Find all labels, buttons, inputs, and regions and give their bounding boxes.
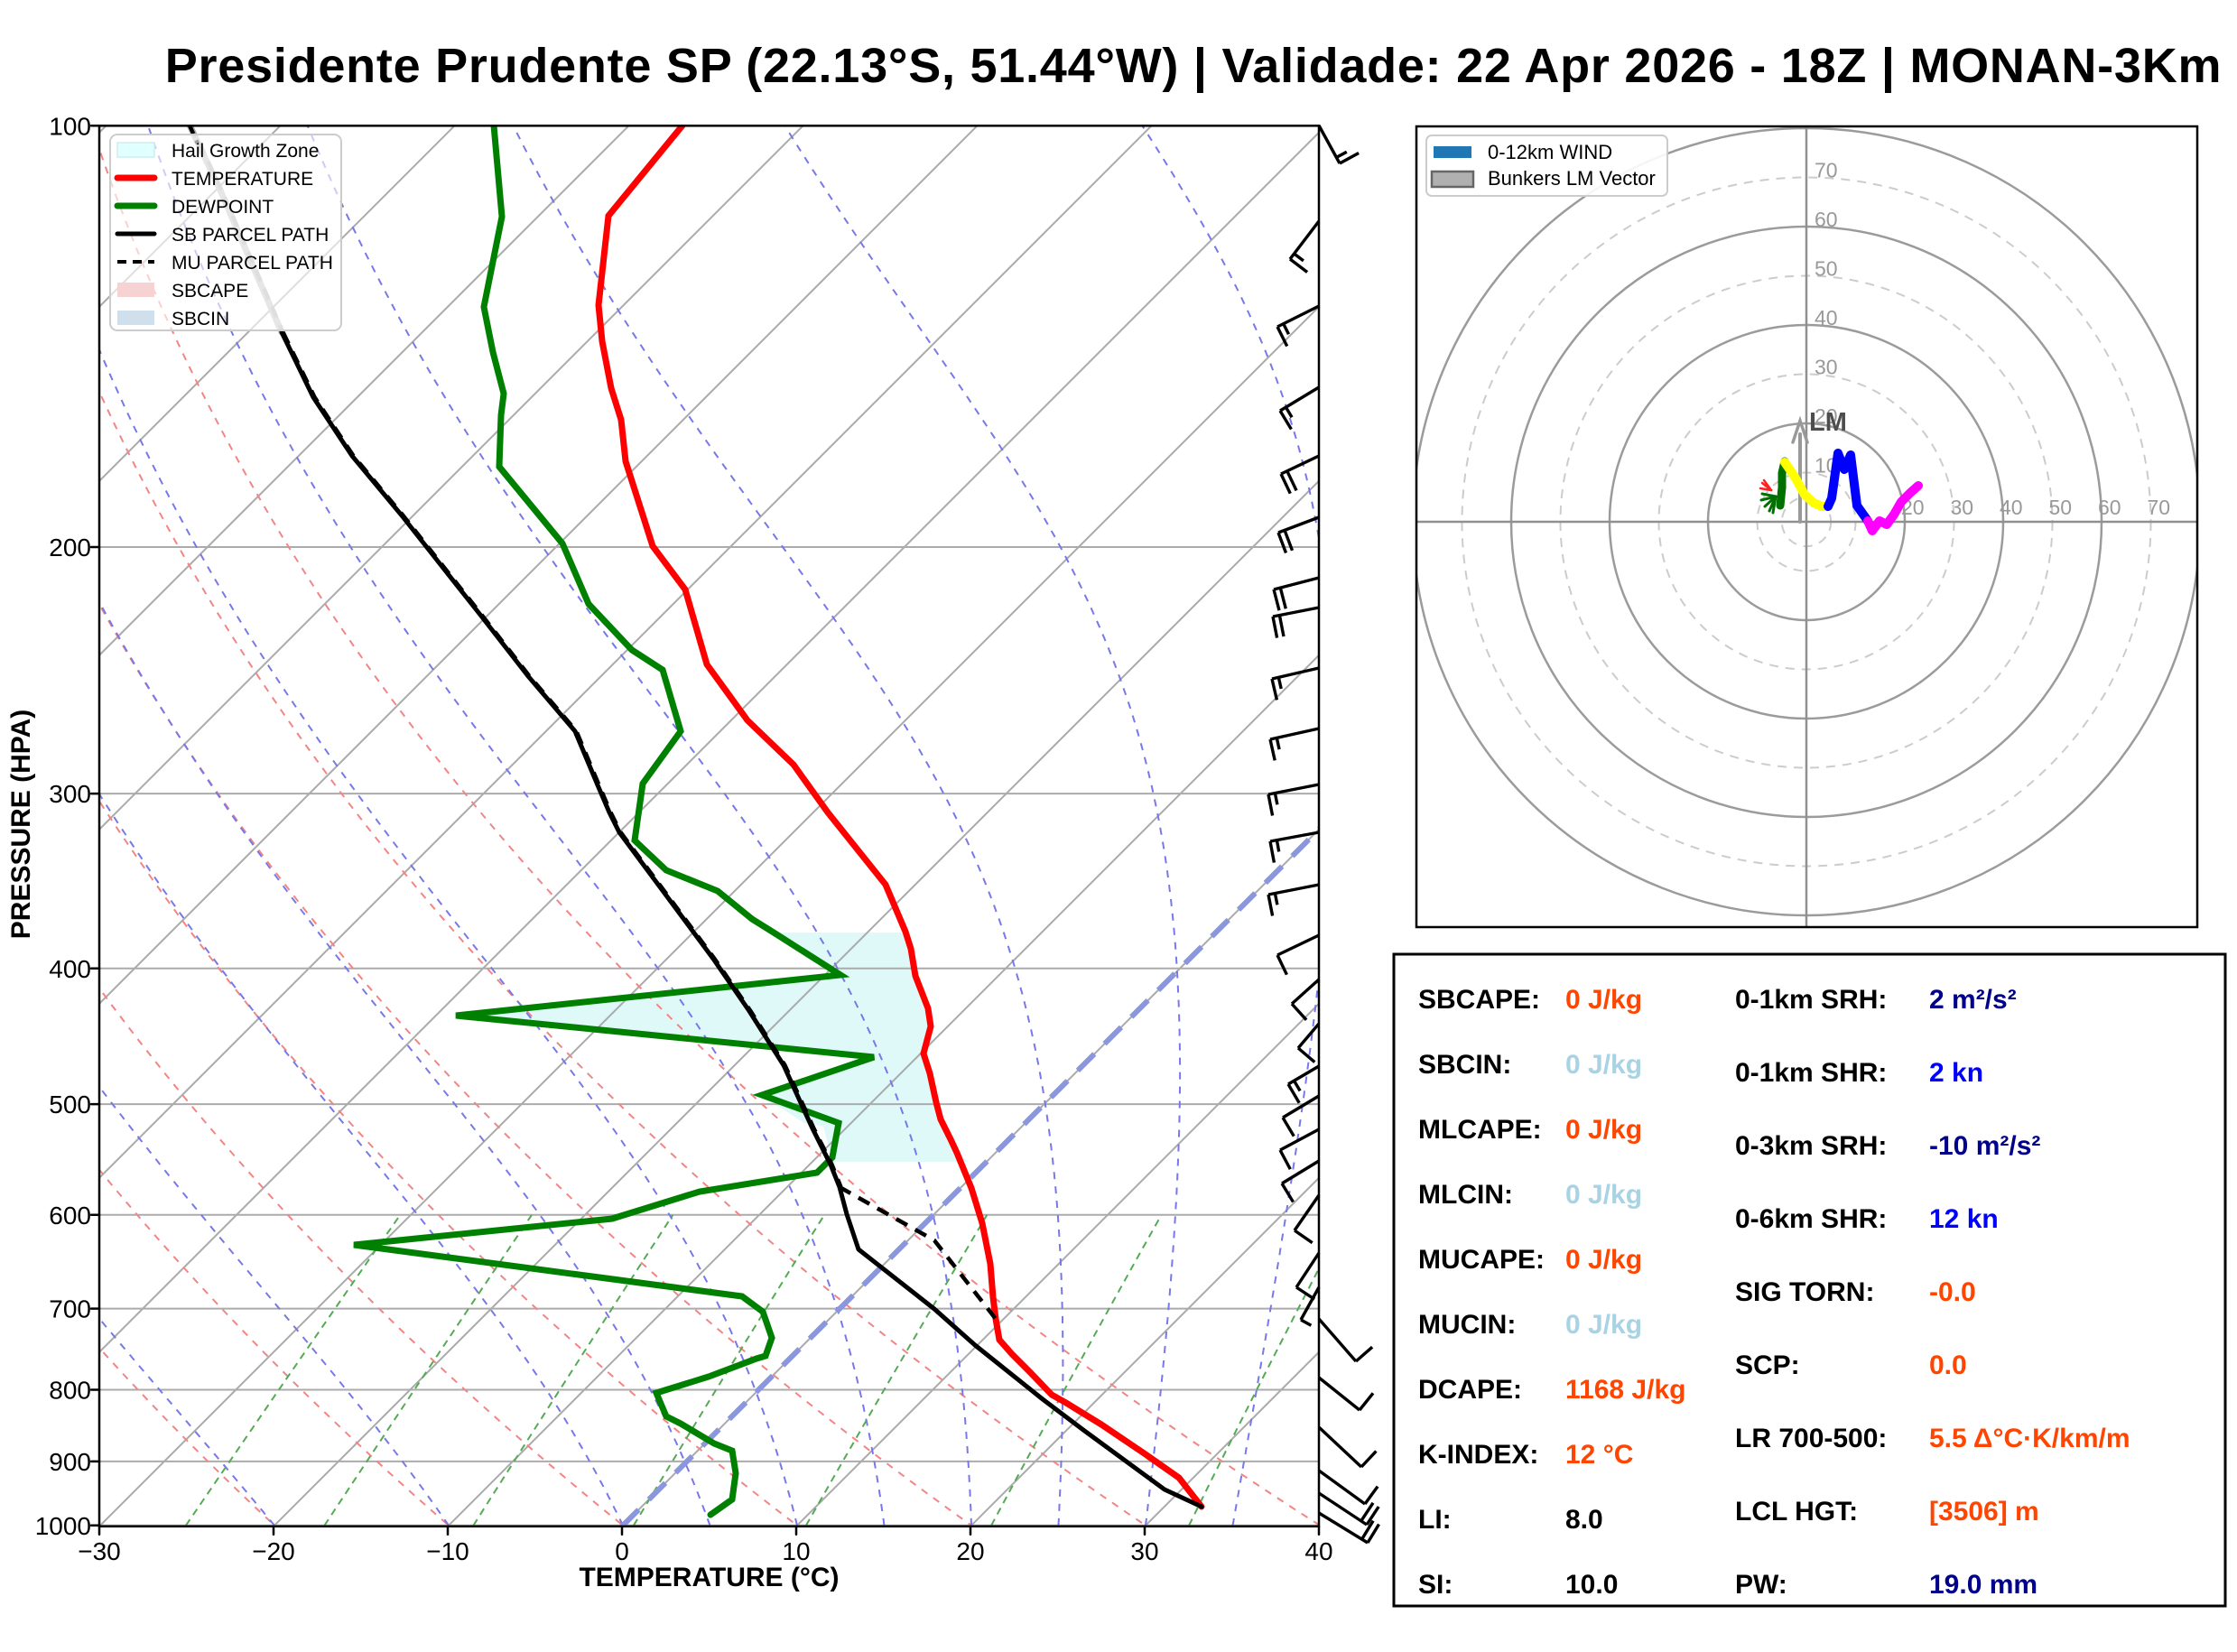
svg-text:20: 20 bbox=[956, 1537, 984, 1565]
svg-text:MUCAPE:: MUCAPE: bbox=[1418, 1245, 1545, 1275]
svg-text:SBCIN:: SBCIN: bbox=[1418, 1050, 1511, 1080]
svg-text:SBCAPE: SBCAPE bbox=[172, 281, 248, 302]
svg-text:0 J/kg: 0 J/kg bbox=[1565, 1050, 1642, 1080]
svg-text:10: 10 bbox=[782, 1537, 810, 1565]
svg-text:SIG TORN:: SIG TORN: bbox=[1735, 1277, 1874, 1307]
svg-text:40: 40 bbox=[1304, 1537, 1332, 1565]
svg-text:LR 700-500:: LR 700-500: bbox=[1735, 1424, 1887, 1453]
svg-text:40: 40 bbox=[2000, 496, 2023, 519]
svg-text:LM: LM bbox=[1809, 408, 1847, 437]
svg-text:0 J/kg: 0 J/kg bbox=[1565, 1245, 1642, 1275]
svg-text:5.5 Δ°C·K/km/m: 5.5 Δ°C·K/km/m bbox=[1929, 1424, 2130, 1453]
svg-text:30: 30 bbox=[1815, 356, 1838, 379]
svg-text:SBCAPE:: SBCAPE: bbox=[1418, 985, 1540, 1015]
svg-text:500: 500 bbox=[49, 1091, 91, 1118]
svg-text:-10 m²/s²: -10 m²/s² bbox=[1929, 1131, 2040, 1161]
svg-text:12 kn: 12 kn bbox=[1929, 1204, 1999, 1234]
svg-text:20: 20 bbox=[1815, 404, 1838, 428]
svg-text:900: 900 bbox=[49, 1448, 91, 1476]
svg-text:TEMPERATURE: TEMPERATURE bbox=[172, 169, 313, 190]
svg-text:8.0: 8.0 bbox=[1565, 1505, 1603, 1535]
svg-text:Hail Growth Zone: Hail Growth Zone bbox=[172, 141, 319, 162]
svg-text:MLCIN:: MLCIN: bbox=[1418, 1180, 1513, 1210]
svg-text:70: 70 bbox=[2148, 496, 2171, 519]
svg-text:12 °C: 12 °C bbox=[1565, 1440, 1633, 1470]
svg-text:−30: −30 bbox=[78, 1537, 121, 1565]
svg-text:MLCAPE:: MLCAPE: bbox=[1418, 1115, 1542, 1145]
svg-text:0 J/kg: 0 J/kg bbox=[1565, 985, 1642, 1015]
svg-text:10.0: 10.0 bbox=[1565, 1570, 1618, 1600]
svg-text:60: 60 bbox=[2098, 496, 2121, 519]
svg-text:30: 30 bbox=[1130, 1537, 1158, 1565]
svg-text:50: 50 bbox=[2049, 496, 2073, 519]
svg-text:1000: 1000 bbox=[35, 1512, 91, 1540]
svg-text:50: 50 bbox=[1815, 257, 1838, 281]
svg-text:1168 J/kg: 1168 J/kg bbox=[1565, 1375, 1685, 1405]
svg-text:60: 60 bbox=[1815, 208, 1838, 231]
svg-text:0-12km WIND: 0-12km WIND bbox=[1488, 141, 1612, 163]
svg-text:-0.0: -0.0 bbox=[1929, 1277, 1976, 1307]
svg-text:70: 70 bbox=[1815, 159, 1838, 182]
svg-text:800: 800 bbox=[49, 1377, 91, 1405]
svg-text:0-3km SRH:: 0-3km SRH: bbox=[1735, 1131, 1887, 1161]
svg-text:0 J/kg: 0 J/kg bbox=[1565, 1310, 1642, 1340]
svg-text:PRESSURE (HPA): PRESSURE (HPA) bbox=[6, 710, 36, 939]
svg-text:300: 300 bbox=[49, 780, 91, 808]
svg-text:600: 600 bbox=[49, 1202, 91, 1230]
svg-text:30: 30 bbox=[1951, 496, 1974, 519]
svg-text:2 kn: 2 kn bbox=[1929, 1058, 1983, 1088]
svg-text:0 J/kg: 0 J/kg bbox=[1565, 1180, 1642, 1210]
svg-text:−10: −10 bbox=[426, 1537, 469, 1565]
svg-text:Bunkers LM Vector: Bunkers LM Vector bbox=[1488, 167, 1656, 190]
svg-text:100: 100 bbox=[49, 112, 91, 140]
svg-text:DCAPE:: DCAPE: bbox=[1418, 1375, 1522, 1405]
svg-text:0-6km SHR:: 0-6km SHR: bbox=[1735, 1204, 1887, 1234]
svg-text:SB PARCEL PATH: SB PARCEL PATH bbox=[172, 225, 329, 246]
svg-text:TEMPERATURE (°C): TEMPERATURE (°C) bbox=[579, 1563, 839, 1592]
svg-text:0: 0 bbox=[615, 1537, 629, 1565]
svg-text:LI:: LI: bbox=[1418, 1505, 1452, 1535]
svg-text:SI:: SI: bbox=[1418, 1570, 1453, 1600]
svg-text:200: 200 bbox=[49, 534, 91, 561]
svg-text:700: 700 bbox=[49, 1295, 91, 1323]
svg-text:40: 40 bbox=[1815, 306, 1838, 329]
svg-text:19.0 mm: 19.0 mm bbox=[1929, 1570, 2037, 1600]
svg-text:SBCIN: SBCIN bbox=[172, 309, 229, 329]
svg-text:Presidente Prudente SP (22.13°: Presidente Prudente SP (22.13°S, 51.44°W… bbox=[165, 39, 2222, 94]
svg-text:[3506] m: [3506] m bbox=[1929, 1497, 2039, 1527]
svg-text:400: 400 bbox=[49, 955, 91, 983]
svg-text:0 J/kg: 0 J/kg bbox=[1565, 1115, 1642, 1145]
svg-text:DEWPOINT: DEWPOINT bbox=[172, 197, 274, 218]
svg-text:K-INDEX:: K-INDEX: bbox=[1418, 1440, 1538, 1470]
svg-text:2 m²/s²: 2 m²/s² bbox=[1929, 985, 2017, 1015]
svg-text:MUCIN:: MUCIN: bbox=[1418, 1310, 1516, 1340]
svg-text:LCL HGT:: LCL HGT: bbox=[1735, 1497, 1858, 1527]
svg-text:−20: −20 bbox=[252, 1537, 295, 1565]
svg-text:0-1km SHR:: 0-1km SHR: bbox=[1735, 1058, 1887, 1088]
svg-text:PW:: PW: bbox=[1735, 1570, 1787, 1600]
svg-text:0.0: 0.0 bbox=[1929, 1350, 1967, 1380]
svg-text:0-1km SRH:: 0-1km SRH: bbox=[1735, 985, 1887, 1015]
svg-text:MU PARCEL PATH: MU PARCEL PATH bbox=[172, 253, 333, 274]
svg-text:SCP:: SCP: bbox=[1735, 1350, 1800, 1380]
